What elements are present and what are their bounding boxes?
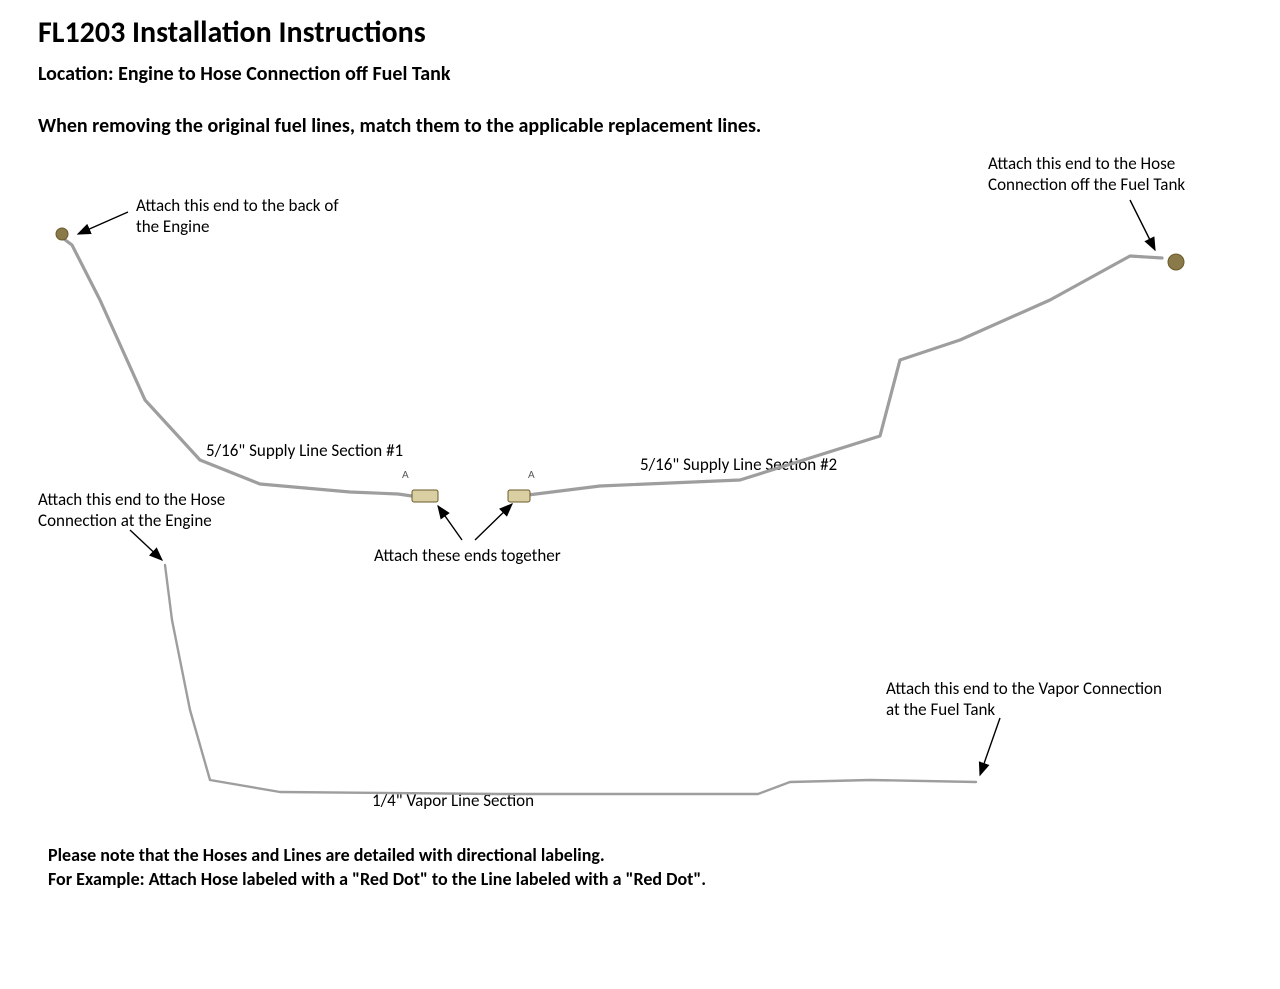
instruction-line: When removing the original fuel lines, m… — [38, 114, 761, 138]
page-title: FL1203 Installation Instructions — [38, 14, 426, 51]
callout-hose-fuel-tank: Attach this end to the HoseConnection of… — [988, 153, 1218, 196]
label-supply-line-2: 5/16" Supply Line Section #2 — [640, 454, 837, 475]
callout-vapor-fuel-tank: Attach this end to the Vapor Connectiona… — [886, 678, 1196, 721]
location-line: Location: Engine to Hose Connection off … — [38, 62, 450, 86]
label-vapor-line: 1/4" Vapor Line Section — [372, 790, 534, 811]
note-line-1: Please note that the Hoses and Lines are… — [48, 844, 605, 866]
callout-ends-together: Attach these ends together — [374, 545, 594, 566]
svg-text:A: A — [528, 470, 535, 481]
note-line-2: For Example: Attach Hose labeled with a … — [48, 868, 706, 890]
svg-text:A: A — [402, 470, 409, 481]
label-supply-line-1: 5/16" Supply Line Section #1 — [206, 440, 403, 461]
callout-engine-hose: Attach this end to the HoseConnection at… — [38, 489, 258, 532]
callout-engine-back: Attach this end to the back ofthe Engine — [136, 195, 356, 238]
